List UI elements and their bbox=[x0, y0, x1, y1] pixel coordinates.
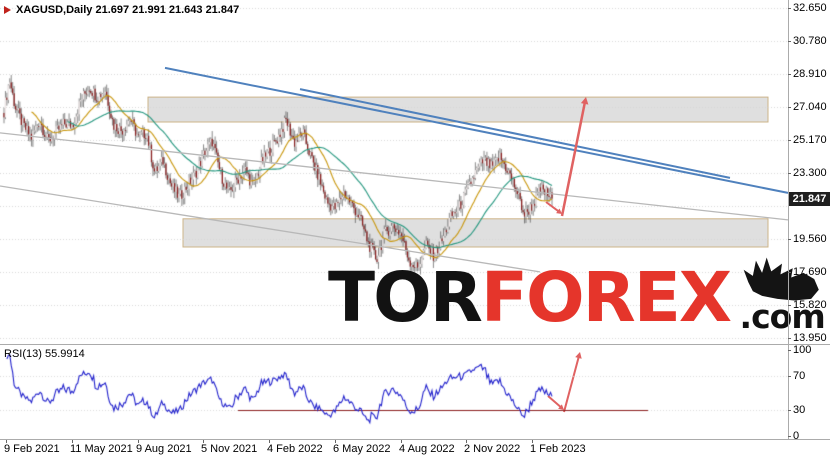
bull-logo-icon bbox=[743, 257, 819, 301]
axis-tick bbox=[788, 338, 791, 339]
axis-tick bbox=[788, 272, 791, 273]
axis-label: 25.170 bbox=[793, 134, 827, 146]
axis-label: 30 bbox=[793, 404, 806, 416]
symbol-marker-icon bbox=[4, 6, 11, 14]
watermark-text-tor: TOR bbox=[328, 258, 483, 339]
symbol-ohlc-text: XAGUSD,Daily 21.697 21.991 21.643 21.847 bbox=[16, 4, 240, 16]
price-axis[interactable]: 21.847 32.650 30.780 28.910 27.040 25.170 23.… bbox=[788, 0, 830, 455]
time-tick bbox=[335, 440, 336, 443]
time-tick bbox=[138, 440, 139, 443]
axis-label: 15.820 bbox=[793, 299, 827, 311]
price-axis-separator bbox=[788, 0, 789, 440]
time-tick bbox=[203, 440, 204, 443]
axis-tick bbox=[788, 173, 791, 174]
time-axis-label: 9 Aug 2021 bbox=[136, 443, 192, 455]
time-axis-label: 4 Aug 2022 bbox=[399, 443, 455, 455]
axis-tick bbox=[788, 350, 791, 351]
axis-label: 13.950 bbox=[793, 332, 827, 344]
axis-tick bbox=[788, 140, 791, 141]
axis-label: 27.040 bbox=[793, 101, 827, 113]
time-axis-label: 4 Feb 2022 bbox=[267, 443, 323, 455]
axis-tick bbox=[788, 410, 791, 411]
time-axis-label: 2 Nov 2022 bbox=[464, 443, 521, 455]
axis-label: 19.560 bbox=[793, 233, 827, 245]
time-axis-label: 9 Feb 2021 bbox=[4, 443, 60, 455]
watermark-text-com: .com bbox=[739, 297, 826, 336]
axis-tick bbox=[788, 305, 791, 306]
rsi-timeaxis-separator bbox=[0, 439, 830, 440]
time-tick bbox=[6, 440, 7, 443]
time-axis-label: 1 Feb 2023 bbox=[530, 443, 586, 455]
axis-label: 70 bbox=[793, 370, 806, 382]
axis-tick bbox=[788, 41, 791, 42]
symbol-info: XAGUSD,Daily 21.697 21.991 21.643 21.847 bbox=[4, 4, 239, 16]
time-tick bbox=[269, 440, 270, 443]
watermark: TOR FOREX .com bbox=[328, 256, 830, 339]
axis-tick bbox=[788, 436, 791, 437]
rsi-indicator-canvas[interactable] bbox=[0, 345, 788, 439]
watermark-text-forex: FOREX bbox=[480, 258, 732, 339]
time-axis-label: 6 May 2022 bbox=[333, 443, 391, 455]
axis-label: 17.690 bbox=[793, 266, 827, 278]
time-axis-label: 11 May 2021 bbox=[70, 443, 133, 455]
axis-label: 32.650 bbox=[793, 2, 827, 14]
axis-tick bbox=[788, 8, 791, 9]
time-tick bbox=[72, 440, 73, 443]
axis-label: 30.780 bbox=[793, 35, 827, 47]
axis-tick bbox=[788, 107, 791, 108]
time-axis-label: 5 Nov 2021 bbox=[201, 443, 258, 455]
axis-label: 100 bbox=[793, 344, 812, 356]
axis-label: 28.910 bbox=[793, 68, 827, 80]
axis-tick bbox=[788, 376, 791, 377]
time-tick bbox=[466, 440, 467, 443]
axis-tick bbox=[788, 239, 791, 240]
rsi-indicator-label: RSI(13) 55.9914 bbox=[4, 348, 85, 360]
main-rsi-separator[interactable] bbox=[0, 344, 830, 345]
axis-tick bbox=[788, 74, 791, 75]
axis-label: 0 bbox=[793, 430, 800, 442]
watermark-tail: .com bbox=[734, 256, 830, 336]
axis-label: 23.300 bbox=[793, 167, 827, 179]
time-axis[interactable]: 9 Feb 2021 11 May 2021 9 Aug 2021 5 Nov 202… bbox=[0, 440, 830, 455]
time-tick bbox=[401, 440, 402, 443]
current-price-badge: 21.847 bbox=[789, 192, 830, 206]
time-tick bbox=[532, 440, 533, 443]
